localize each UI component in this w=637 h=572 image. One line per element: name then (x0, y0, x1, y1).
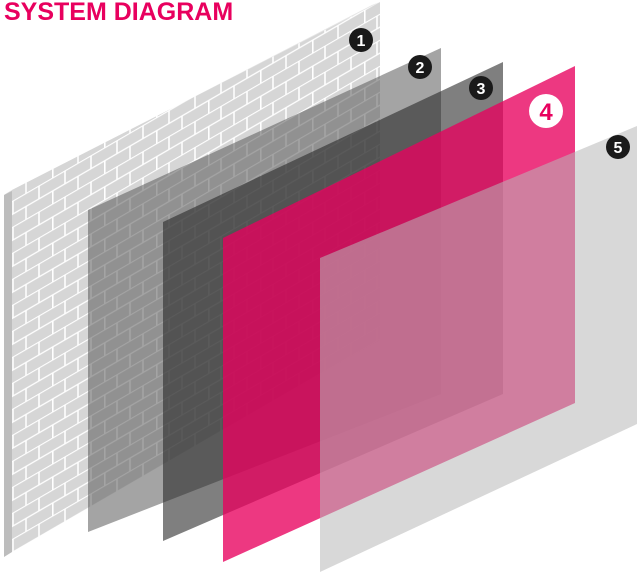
badge-2-label: 2 (416, 60, 425, 77)
layer-5-badge: 5 (606, 135, 630, 159)
layer-2-badge: 2 (408, 55, 432, 79)
brick-wall-side (4, 190, 12, 557)
diagram-title: SYSTEM DIAGRAM (4, 0, 234, 26)
badge-3-label: 3 (477, 81, 486, 98)
badge-4-label: 4 (539, 99, 553, 126)
badge-1-circle (349, 28, 373, 52)
layer-5-panel (320, 126, 637, 572)
layer-3-badge: 3 (469, 76, 493, 100)
badge-1-label: 1 (357, 33, 366, 50)
badge-5-circle (606, 135, 630, 159)
layer-1-badge: 1 (349, 28, 373, 52)
badge-4-circle (529, 94, 563, 128)
layer-4-badge: 4 (529, 94, 563, 128)
badge-2-circle (408, 55, 432, 79)
badge-5-label: 5 (614, 140, 623, 157)
badge-3-circle (469, 76, 493, 100)
